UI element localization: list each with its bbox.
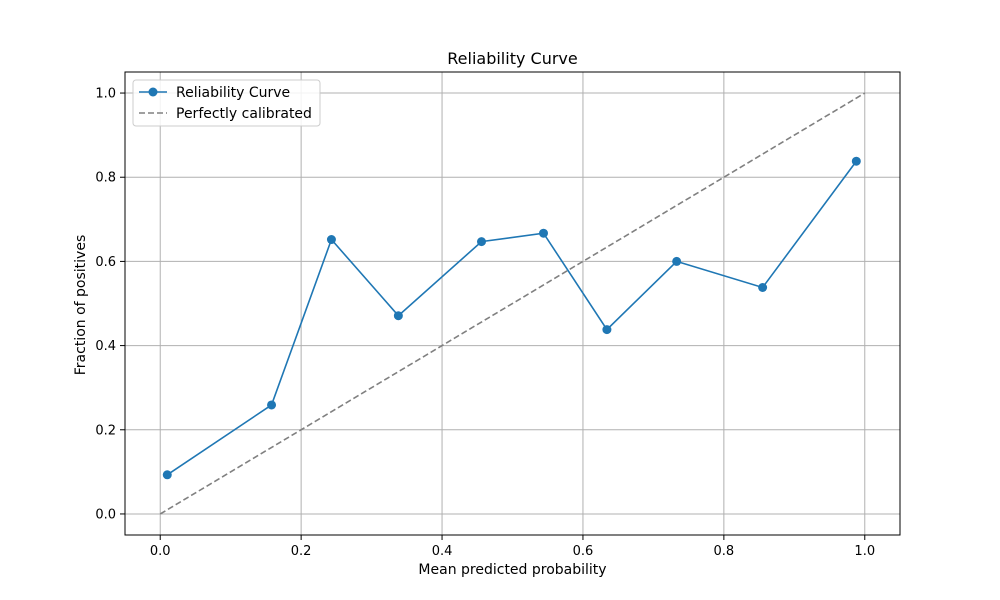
legend-label: Reliability Curve <box>176 85 290 101</box>
axis-ticks: 0.0 0.2 0.4 0.6 0.8 1.0 0.0 0.2 0.4 0.6 0.8 1.0 <box>95 87 875 559</box>
x-tick-label: 0.2 <box>291 544 312 559</box>
y-tick-label: 0.0 <box>95 507 116 522</box>
y-tick-label: 0.2 <box>95 423 116 438</box>
grid-lines <box>125 72 900 535</box>
y-tick-label: 0.6 <box>95 255 116 270</box>
data-point <box>539 228 548 238</box>
y-axis-label: Fraction of positives <box>73 235 89 376</box>
y-tick-label: 0.4 <box>95 339 116 354</box>
data-series <box>159 92 866 515</box>
legend: Reliability Curve Perfectly calibrated <box>132 79 321 127</box>
data-point <box>326 235 336 245</box>
y-tick-label: 1.0 <box>95 87 116 102</box>
data-point <box>393 311 403 321</box>
data-point <box>851 156 861 166</box>
x-tick-label: 0.8 <box>714 544 735 559</box>
series-line-0 <box>166 160 857 476</box>
data-point <box>672 256 682 266</box>
legend-marker <box>148 87 158 97</box>
chart-title: Reliability Curve <box>447 49 577 68</box>
plot-frame <box>124 71 901 536</box>
x-axis-label: Mean predicted probability <box>418 562 606 578</box>
data-point <box>267 400 277 410</box>
x-tick-label: 1.0 <box>854 544 875 559</box>
data-point <box>602 325 612 335</box>
data-point <box>162 470 172 480</box>
series-line-1 <box>159 92 866 515</box>
y-tick-label: 0.8 <box>95 171 116 186</box>
legend-label: Perfectly calibrated <box>176 106 312 122</box>
data-point <box>477 237 486 247</box>
x-tick-label: 0.4 <box>432 544 453 559</box>
x-tick-label: 0.6 <box>573 544 594 559</box>
legend-box <box>132 79 321 127</box>
x-tick-label: 0.0 <box>150 544 171 559</box>
data-point <box>758 283 768 293</box>
